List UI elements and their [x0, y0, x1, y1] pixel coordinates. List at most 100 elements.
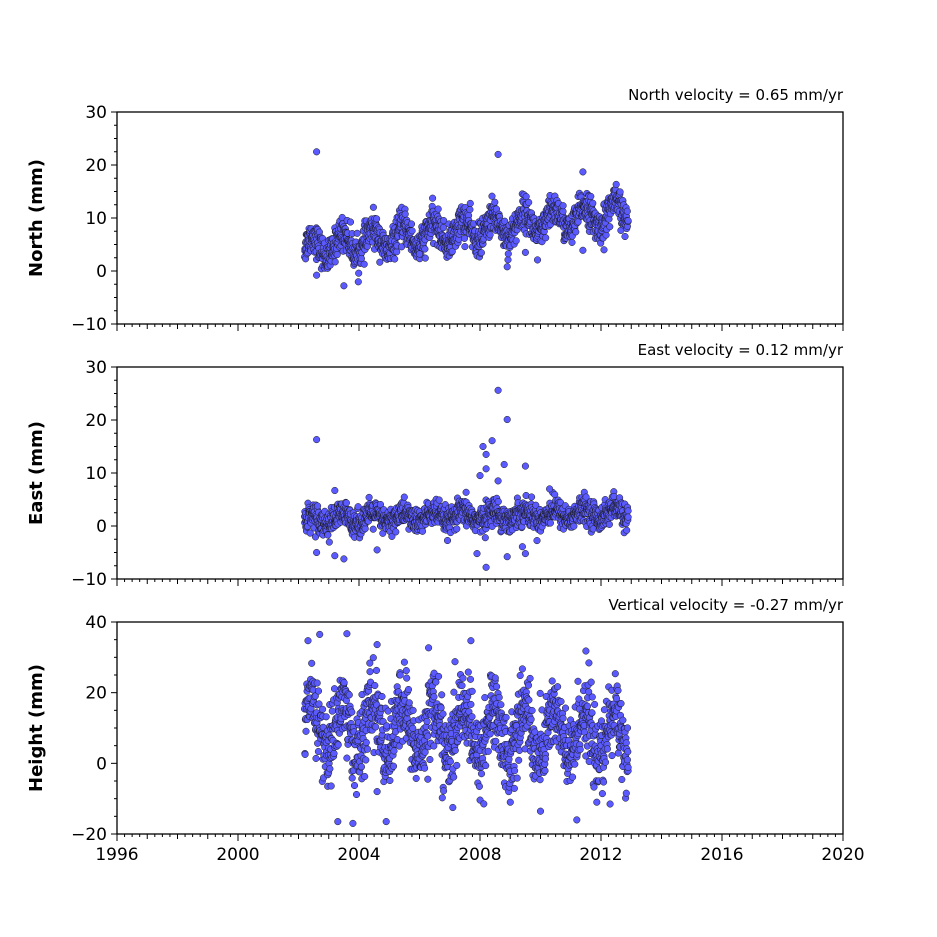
data-point — [600, 778, 608, 786]
east-ticks: −10 0 10 20 30 — [71, 358, 844, 590]
data-point — [438, 794, 446, 802]
data-point — [330, 685, 339, 693]
data-point — [378, 692, 386, 701]
data-point — [392, 528, 400, 536]
data-point — [536, 776, 544, 784]
data-point — [570, 522, 578, 530]
data-point — [325, 538, 333, 546]
data-point — [554, 683, 562, 691]
data-point — [502, 713, 510, 721]
data-point — [481, 534, 489, 542]
data-point — [313, 271, 321, 279]
data-point — [464, 668, 472, 676]
data-point — [606, 223, 614, 231]
data-point — [361, 772, 369, 781]
data-point — [467, 700, 475, 708]
y-tick-label: 40 — [85, 613, 107, 633]
data-point — [450, 773, 458, 781]
data-point — [477, 249, 485, 257]
data-point — [622, 789, 630, 797]
data-point — [503, 415, 511, 424]
north-ylabel: North (mm) — [26, 159, 47, 277]
data-point — [439, 224, 447, 232]
data-point — [396, 671, 404, 679]
data-point — [366, 668, 374, 676]
vertical-velocity-title: Vertical velocity = -0.27 mm/yr — [608, 596, 843, 614]
data-point — [598, 790, 606, 798]
data-point — [439, 710, 447, 718]
data-point — [568, 238, 576, 246]
data-point — [437, 704, 445, 712]
data-point — [360, 260, 368, 268]
data-point — [617, 699, 625, 708]
data-point — [322, 713, 330, 721]
data-point — [468, 713, 476, 721]
data-point — [448, 247, 456, 255]
data-point — [495, 693, 503, 701]
data-point — [340, 282, 348, 290]
data-point — [521, 550, 529, 558]
data-point — [424, 775, 432, 783]
data-point — [314, 687, 323, 695]
data-point — [574, 677, 582, 685]
height-ticks: −20 0 20 40 1996 2000 2004 2008 2012 2016 2020 — [71, 613, 865, 865]
data-point — [601, 758, 610, 766]
data-point — [583, 702, 592, 710]
east-points — [301, 386, 632, 571]
data-point — [624, 507, 632, 515]
data-point — [382, 818, 390, 826]
data-point — [345, 691, 353, 699]
data-point — [579, 246, 587, 254]
y-tick-label: −20 — [71, 825, 107, 845]
data-point — [488, 192, 496, 200]
data-point — [612, 180, 620, 188]
data-point — [331, 258, 339, 266]
data-point — [334, 818, 342, 826]
x-tick-label: 2016 — [700, 845, 743, 865]
data-point — [481, 694, 489, 702]
data-point — [521, 248, 529, 256]
data-point — [528, 493, 536, 501]
data-point — [624, 763, 632, 771]
data-point — [348, 708, 356, 716]
data-point — [623, 526, 631, 534]
data-point — [319, 705, 327, 713]
data-point — [569, 773, 577, 781]
data-point — [591, 700, 599, 708]
data-point — [393, 248, 401, 256]
data-point — [346, 218, 355, 226]
data-point — [494, 477, 502, 485]
data-point — [494, 150, 502, 158]
data-point — [343, 630, 351, 638]
data-point — [559, 714, 567, 722]
data-point — [391, 255, 399, 263]
data-point — [334, 741, 342, 749]
x-tick-label: 2020 — [821, 845, 864, 865]
y-tick-label: 0 — [96, 262, 107, 282]
data-point — [331, 486, 339, 495]
data-point — [587, 678, 595, 686]
data-point — [468, 687, 476, 695]
data-point — [369, 654, 377, 662]
data-point — [482, 465, 490, 473]
data-point — [466, 675, 475, 683]
height-panel: Vertical velocity = -0.27 mm/yr Height (… — [26, 596, 865, 865]
data-point — [423, 717, 431, 725]
data-point — [376, 258, 384, 266]
data-point — [504, 250, 512, 258]
data-point — [623, 207, 631, 215]
data-point — [512, 237, 520, 245]
data-point — [308, 659, 316, 667]
data-point — [559, 202, 567, 210]
data-point — [482, 762, 490, 770]
data-point — [408, 227, 416, 235]
data-point — [348, 774, 356, 782]
x-tick-label: 2000 — [216, 845, 259, 865]
data-point — [497, 701, 505, 709]
data-point — [389, 762, 398, 770]
north-panel: North velocity = 0.65 mm/yr North (mm) −… — [26, 86, 844, 335]
data-point — [340, 679, 348, 687]
data-point — [373, 546, 381, 554]
data-point — [386, 776, 394, 785]
data-point — [501, 217, 509, 225]
